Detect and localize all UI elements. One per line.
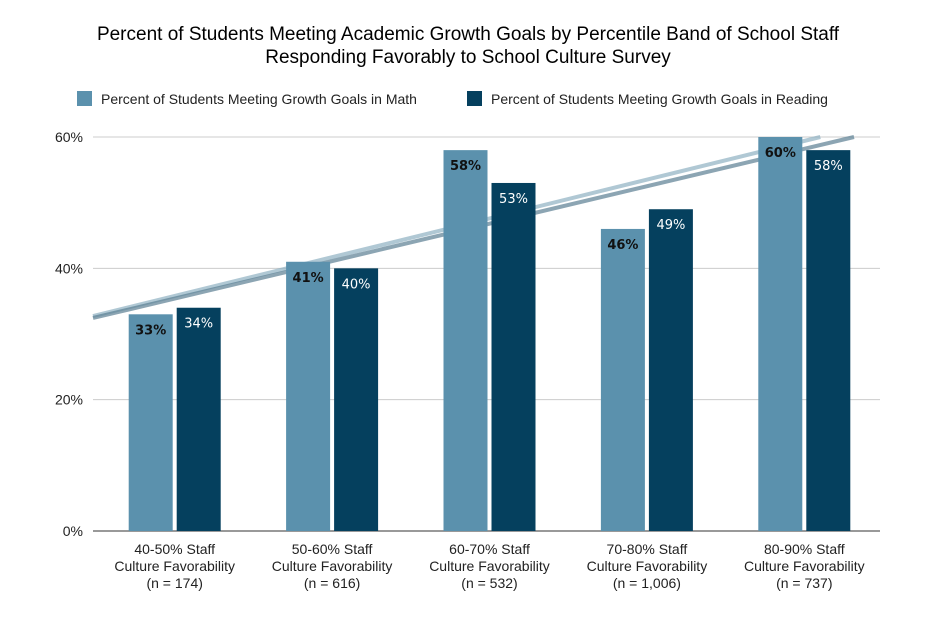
data-label-reading: 49% bbox=[656, 218, 685, 233]
x-category-label: 50-60% Staff bbox=[292, 541, 373, 557]
data-label-math: 41% bbox=[293, 271, 324, 286]
bar-reading bbox=[176, 307, 221, 531]
data-labels: 33% 34% 41% 40% 58% 53% 46% 49% 60% 58% bbox=[135, 146, 843, 338]
legend-label-math: Percent of Students Meeting Growth Goals… bbox=[101, 91, 417, 107]
chart-title-line-1: Percent of Students Meeting Academic Gro… bbox=[97, 24, 840, 45]
bar-math bbox=[128, 314, 173, 531]
data-label-math: 58% bbox=[450, 159, 481, 174]
legend-swatch-math bbox=[77, 91, 92, 106]
x-category-label: 60-70% Staff bbox=[449, 541, 530, 557]
x-category-label: (n = 616) bbox=[304, 575, 360, 591]
y-tick-label: 20% bbox=[55, 392, 83, 408]
data-label-reading: 40% bbox=[342, 277, 371, 292]
bar-math bbox=[286, 261, 331, 531]
data-label-math: 46% bbox=[607, 238, 638, 253]
legend: Percent of Students Meeting Growth Goals… bbox=[77, 91, 828, 107]
chart-title-line-2: Responding Favorably to School Culture S… bbox=[265, 47, 671, 68]
x-category-label: Culture Favorability bbox=[587, 558, 708, 574]
x-category-label: (n = 737) bbox=[776, 575, 832, 591]
bars bbox=[128, 137, 851, 531]
legend-swatch-reading bbox=[467, 91, 482, 106]
bar-reading bbox=[648, 209, 693, 531]
data-label-math: 33% bbox=[135, 323, 166, 338]
y-axis-ticks: 0% 20% 40% 60% bbox=[55, 129, 83, 539]
bar-reading bbox=[334, 268, 379, 531]
x-category-label: 70-80% Staff bbox=[607, 541, 688, 557]
data-label-reading: 53% bbox=[499, 192, 528, 207]
x-category-label: (n = 532) bbox=[461, 575, 517, 591]
bar-reading bbox=[491, 182, 536, 531]
x-category-label: (n = 1,006) bbox=[613, 575, 681, 591]
chart-title: Percent of Students Meeting Academic Gro… bbox=[97, 24, 840, 68]
data-label-reading: 34% bbox=[184, 317, 213, 332]
x-category-label: Culture Favorability bbox=[744, 558, 865, 574]
y-tick-label: 0% bbox=[63, 523, 83, 539]
data-label-reading: 58% bbox=[814, 159, 843, 174]
bar-reading bbox=[806, 150, 851, 531]
x-category-label: (n = 174) bbox=[146, 575, 202, 591]
bar-math bbox=[443, 150, 488, 531]
data-label-math: 60% bbox=[765, 146, 796, 161]
bar-math bbox=[600, 228, 645, 531]
x-category-label: 40-50% Staff bbox=[134, 541, 215, 557]
y-tick-label: 40% bbox=[55, 260, 83, 276]
y-tick-label: 60% bbox=[55, 129, 83, 145]
bar-math bbox=[758, 137, 803, 531]
x-category-label: Culture Favorability bbox=[429, 558, 550, 574]
x-category-label: Culture Favorability bbox=[272, 558, 393, 574]
x-category-label: 80-90% Staff bbox=[764, 541, 845, 557]
legend-label-reading: Percent of Students Meeting Growth Goals… bbox=[491, 91, 828, 107]
x-category-label: Culture Favorability bbox=[114, 558, 235, 574]
